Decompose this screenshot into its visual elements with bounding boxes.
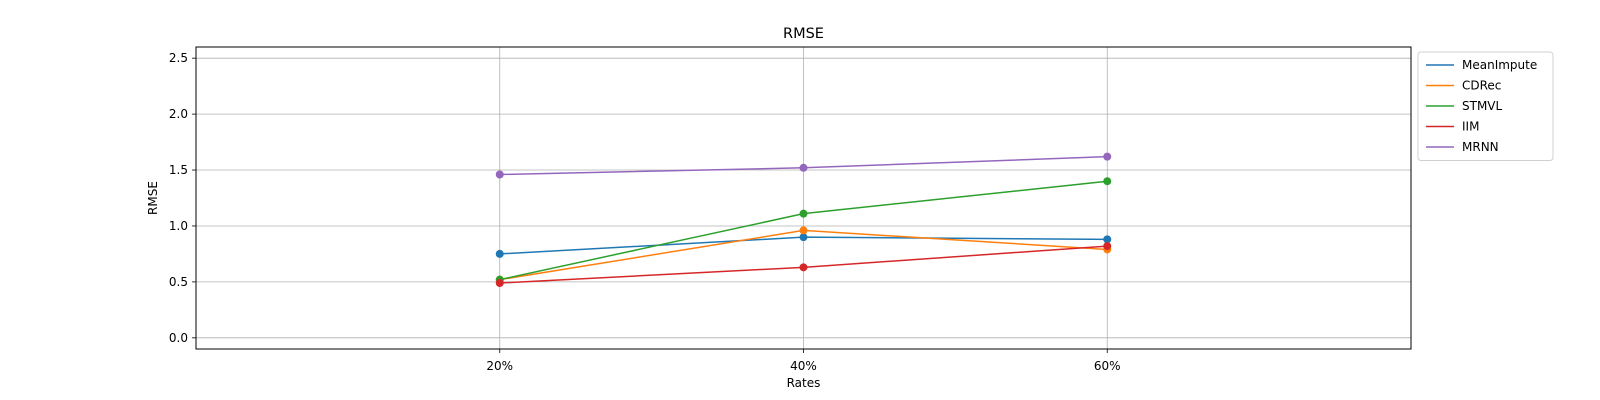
y-axis-title: RMSE (146, 181, 160, 215)
x-tick-label: 60% (1094, 359, 1121, 373)
data-point (799, 263, 808, 272)
grid-lines (196, 47, 1411, 349)
y-tick-label: 2.5 (169, 51, 188, 65)
legend-item: STMVL (1426, 99, 1503, 113)
data-point (799, 233, 808, 242)
legend-label: MeanImpute (1462, 58, 1537, 72)
data-point (1103, 152, 1112, 161)
series-lines (495, 152, 1112, 288)
x-axis-ticks: 20% 40% 60% (486, 349, 1121, 373)
y-tick-label: 2.0 (169, 107, 188, 121)
legend-label: IIM (1462, 120, 1479, 134)
data-point (495, 279, 504, 288)
y-tick-label: 0.0 (169, 331, 188, 345)
data-point (1103, 242, 1112, 251)
data-point (1103, 235, 1112, 244)
series-mrnn (495, 152, 1112, 179)
x-axis-title: Rates (787, 376, 821, 390)
legend: MeanImpute CDRec STMVL IIM MRNN (1417, 51, 1554, 161)
data-point (1103, 177, 1112, 186)
x-tick-label: 40% (790, 359, 817, 373)
x-tick-label: 20% (486, 359, 513, 373)
y-axis-ticks: 0.0 0.5 1.0 1.5 2.0 2.5 (169, 51, 196, 345)
data-point (799, 163, 808, 172)
legend-item: IIM (1426, 120, 1479, 134)
legend-item: CDRec (1426, 79, 1501, 93)
series-iim (495, 242, 1112, 288)
legend-item: MeanImpute (1426, 58, 1537, 72)
legend-label: STMVL (1462, 99, 1503, 113)
legend-box (1417, 51, 1554, 161)
y-tick-label: 1.0 (169, 219, 188, 233)
y-tick-label: 0.5 (169, 275, 188, 289)
data-point (495, 249, 504, 258)
data-point (495, 170, 504, 179)
legend-label: MRNN (1462, 140, 1499, 154)
legend-item: MRNN (1426, 140, 1499, 154)
legend-label: CDRec (1462, 79, 1501, 93)
data-point (799, 226, 808, 235)
series-meanimpute (495, 233, 1112, 258)
chart-title: RMSE (783, 26, 824, 42)
y-tick-label: 1.5 (169, 163, 188, 177)
plot-area-frame (195, 46, 1412, 350)
data-point (799, 209, 808, 218)
